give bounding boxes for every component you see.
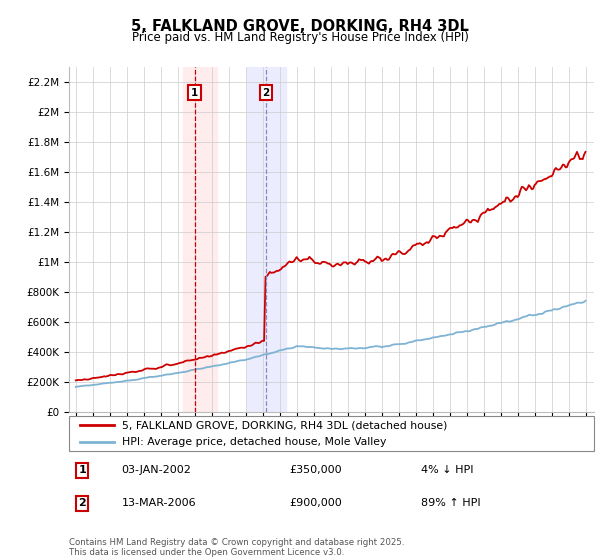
Text: 1: 1 [78,465,86,475]
FancyBboxPatch shape [69,416,594,451]
Text: 5, FALKLAND GROVE, DORKING, RH4 3DL: 5, FALKLAND GROVE, DORKING, RH4 3DL [131,20,469,34]
Text: 2: 2 [78,498,86,508]
Text: Price paid vs. HM Land Registry's House Price Index (HPI): Price paid vs. HM Land Registry's House … [131,31,469,44]
Text: 03-JAN-2002: 03-JAN-2002 [121,465,191,475]
Text: 89% ↑ HPI: 89% ↑ HPI [421,498,481,508]
Text: 5, FALKLAND GROVE, DORKING, RH4 3DL (detached house): 5, FALKLAND GROVE, DORKING, RH4 3DL (det… [121,421,447,431]
Text: 13-MAR-2006: 13-MAR-2006 [121,498,196,508]
Text: 2: 2 [262,88,270,97]
Text: 1: 1 [191,88,199,97]
Text: HPI: Average price, detached house, Mole Valley: HPI: Average price, detached house, Mole… [121,437,386,447]
Bar [247,67,286,412]
Bar [183,67,217,412]
Text: 4% ↓ HPI: 4% ↓ HPI [421,465,473,475]
Text: £350,000: £350,000 [290,465,342,475]
Text: £900,000: £900,000 [290,498,342,508]
Text: Contains HM Land Registry data © Crown copyright and database right 2025.
This d: Contains HM Land Registry data © Crown c… [69,538,404,557]
